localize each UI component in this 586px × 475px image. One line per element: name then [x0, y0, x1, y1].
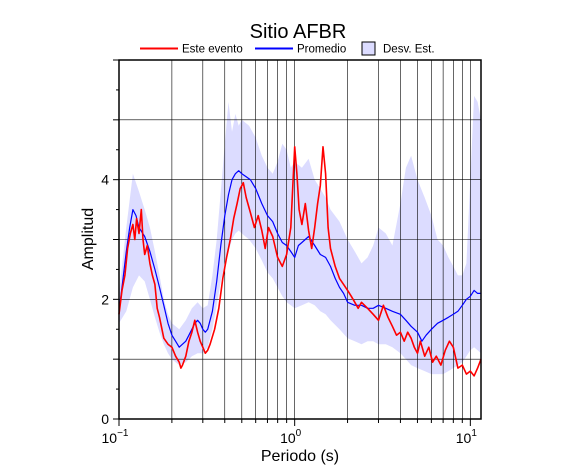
series-line-promedio — [118, 170, 481, 348]
chart-title: Sitio AFBR — [250, 21, 347, 43]
y-axis-label: Amplitud — [80, 208, 97, 270]
std-band-layer — [119, 95, 481, 375]
tick-layer — [113, 59, 471, 426]
x-tick-label-exponent: −1 — [117, 428, 129, 439]
std-band — [119, 95, 481, 375]
legend-label-este-evento: Este evento — [182, 44, 243, 56]
series-layer — [118, 146, 482, 377]
x-tick-label-exponent: 0 — [296, 428, 302, 439]
x-tick-label: 10−1 — [102, 428, 129, 446]
legend: Este evento Promedio Desv. Est. — [140, 41, 435, 56]
y-tick-label: 4 — [101, 172, 109, 188]
y-tick-label: 0 — [101, 411, 109, 427]
series-line-este-evento — [118, 146, 482, 377]
x-axis-label: Periodo (s) — [261, 448, 339, 465]
legend-swatch-desv-est — [361, 41, 376, 56]
grid-layer — [118, 60, 481, 419]
legend-label-desv-est: Desv. Est. — [383, 44, 435, 56]
x-tick-label: 101 — [456, 428, 478, 446]
y-tick-label: 2 — [101, 291, 109, 307]
x-tick-label: 100 — [280, 428, 302, 446]
legend-label-promedio: Promedio — [297, 44, 346, 56]
x-tick-label-exponent: 1 — [471, 428, 477, 439]
